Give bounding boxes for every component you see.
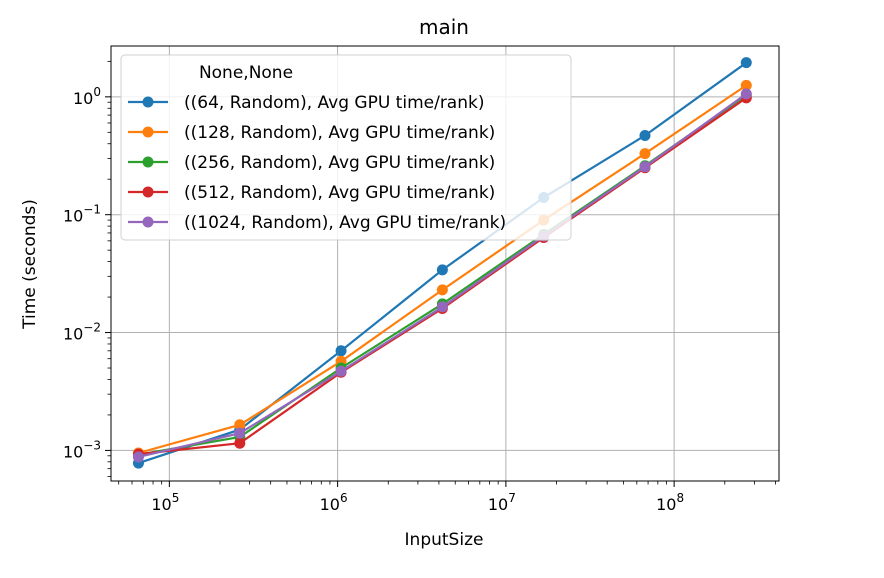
- series-layer: [132, 57, 752, 469]
- x-tick-label: 107: [488, 491, 516, 514]
- legend-label: ((512, Random), Avg GPU time/rank): [184, 183, 495, 203]
- data-point: [234, 427, 246, 439]
- x-tick-label: 108: [656, 491, 684, 514]
- data-point: [740, 88, 752, 100]
- legend-entry-4: ((1024, Random), Avg GPU time/rank): [128, 213, 506, 233]
- x-tick-label: 105: [151, 491, 179, 514]
- chart-title: main: [419, 15, 469, 39]
- data-point: [234, 437, 246, 449]
- data-point: [234, 419, 246, 431]
- legend-marker: [142, 126, 154, 138]
- data-point: [639, 161, 651, 173]
- legend-marker: [142, 216, 154, 228]
- data-point: [436, 284, 448, 296]
- legend-title: None,None: [199, 63, 293, 83]
- y-tick-label: 10−3: [63, 438, 101, 461]
- y-tick-label: 100: [73, 85, 101, 108]
- legend-marker: [142, 96, 154, 108]
- x-axis-label: InputSize: [405, 530, 484, 550]
- data-point: [335, 365, 347, 377]
- data-point: [436, 264, 448, 276]
- data-point: [335, 345, 347, 357]
- x-tick-label: 106: [320, 491, 348, 514]
- legend-label: ((1024, Random), Avg GPU time/rank): [184, 213, 506, 233]
- data-point: [639, 129, 651, 141]
- y-tick-label: 10−2: [63, 321, 101, 344]
- data-point: [132, 451, 144, 463]
- legend-entry-3: ((512, Random), Avg GPU time/rank): [128, 183, 495, 203]
- legend-entry-1: ((128, Random), Avg GPU time/rank): [128, 123, 495, 143]
- series-4: [132, 88, 752, 463]
- data-point: [639, 148, 651, 160]
- plot-frame: [110, 45, 780, 482]
- legend-marker: [142, 156, 154, 168]
- legend-label: ((64, Random), Avg GPU time/rank): [184, 93, 484, 113]
- data-point: [740, 57, 752, 69]
- legend-label: ((128, Random), Avg GPU time/rank): [184, 123, 495, 143]
- data-point: [436, 301, 448, 313]
- legend-entry-0: ((64, Random), Avg GPU time/rank): [128, 93, 484, 113]
- data-point: [740, 79, 752, 91]
- legend-label: ((256, Random), Avg GPU time/rank): [184, 153, 495, 173]
- legend-entry-2: ((256, Random), Avg GPU time/rank): [128, 153, 495, 173]
- legend-marker: [142, 186, 154, 198]
- y-tick-label: 10−1: [63, 203, 101, 226]
- legend: None,None ((64, Random), Avg GPU time/ran…: [120, 54, 572, 241]
- legend-box: [120, 54, 572, 241]
- y-axis-label: Time (seconds): [20, 199, 40, 330]
